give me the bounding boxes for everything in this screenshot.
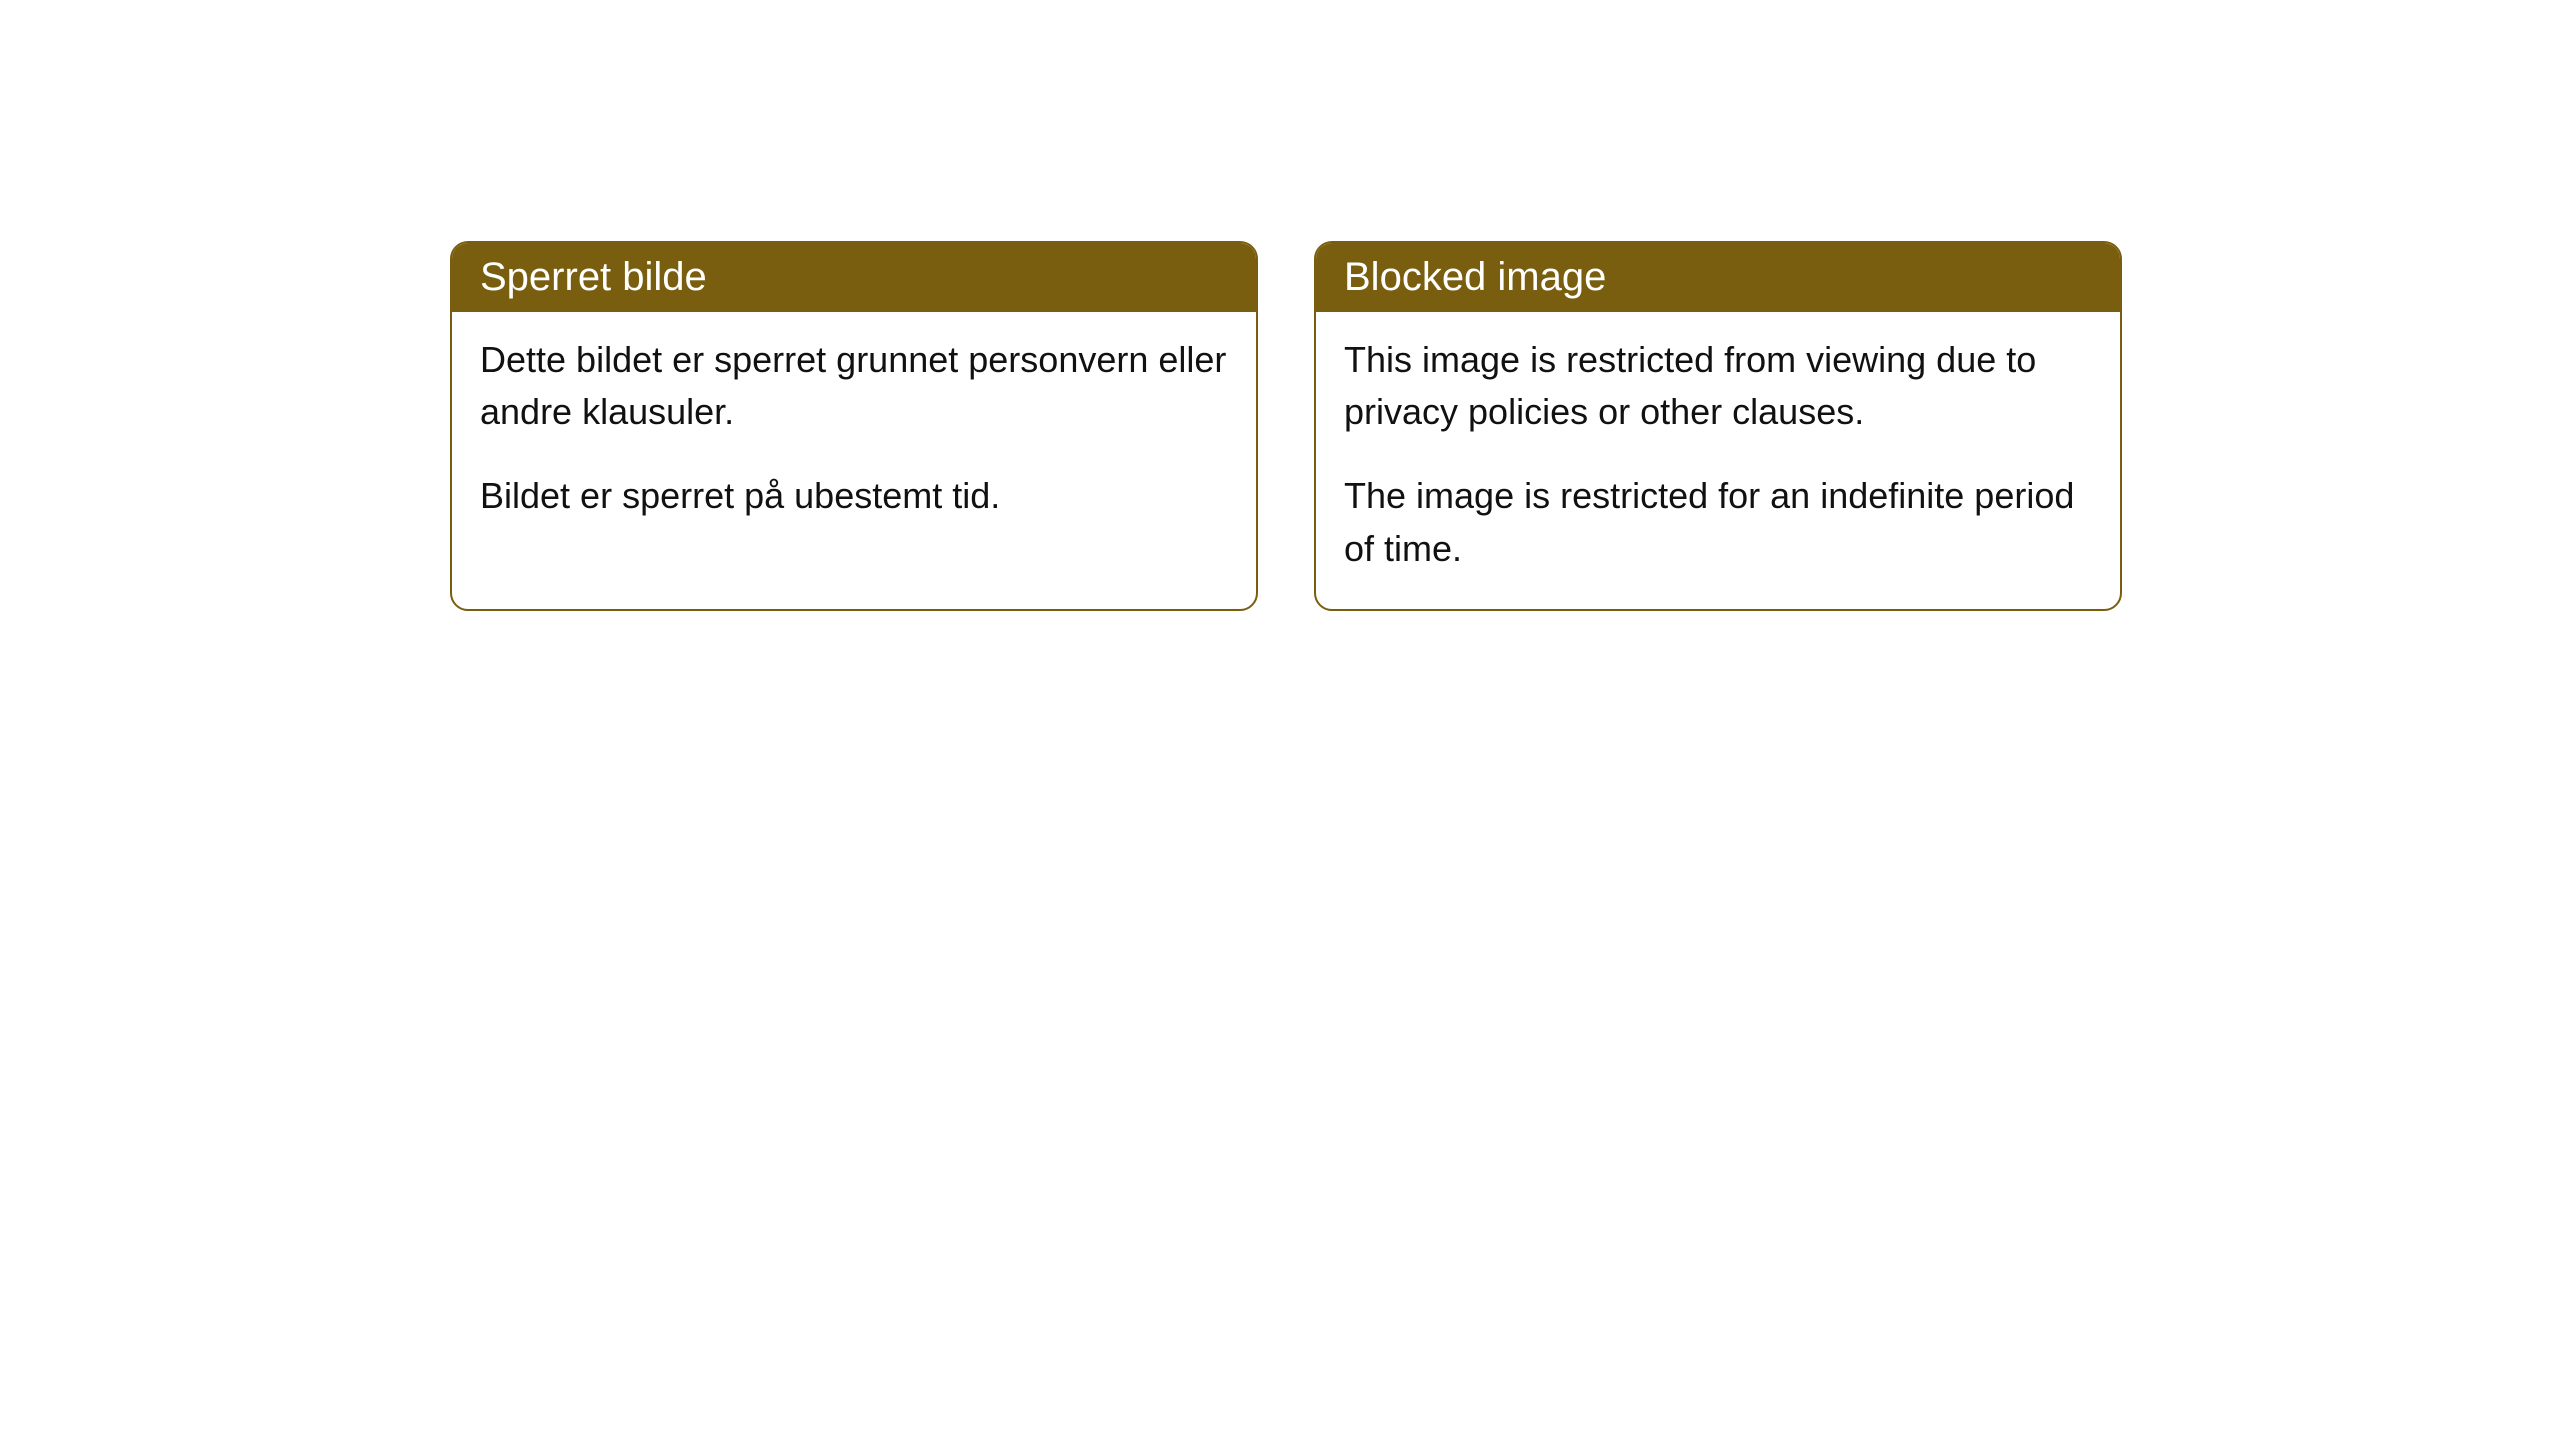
cards-container: Sperret bilde Dette bildet er sperret gr… bbox=[450, 241, 2122, 611]
card-header-norwegian: Sperret bilde bbox=[452, 243, 1256, 312]
card-norwegian: Sperret bilde Dette bildet er sperret gr… bbox=[450, 241, 1258, 611]
card-body-english: This image is restricted from viewing du… bbox=[1316, 312, 2120, 609]
card-text-norwegian-1: Dette bildet er sperret grunnet personve… bbox=[480, 334, 1228, 438]
card-text-english-2: The image is restricted for an indefinit… bbox=[1344, 470, 2092, 574]
card-title-norwegian: Sperret bilde bbox=[480, 255, 707, 299]
card-text-norwegian-2: Bildet er sperret på ubestemt tid. bbox=[480, 470, 1228, 522]
card-header-english: Blocked image bbox=[1316, 243, 2120, 312]
card-english: Blocked image This image is restricted f… bbox=[1314, 241, 2122, 611]
card-text-english-1: This image is restricted from viewing du… bbox=[1344, 334, 2092, 438]
card-body-norwegian: Dette bildet er sperret grunnet personve… bbox=[452, 312, 1256, 557]
card-title-english: Blocked image bbox=[1344, 255, 1606, 299]
